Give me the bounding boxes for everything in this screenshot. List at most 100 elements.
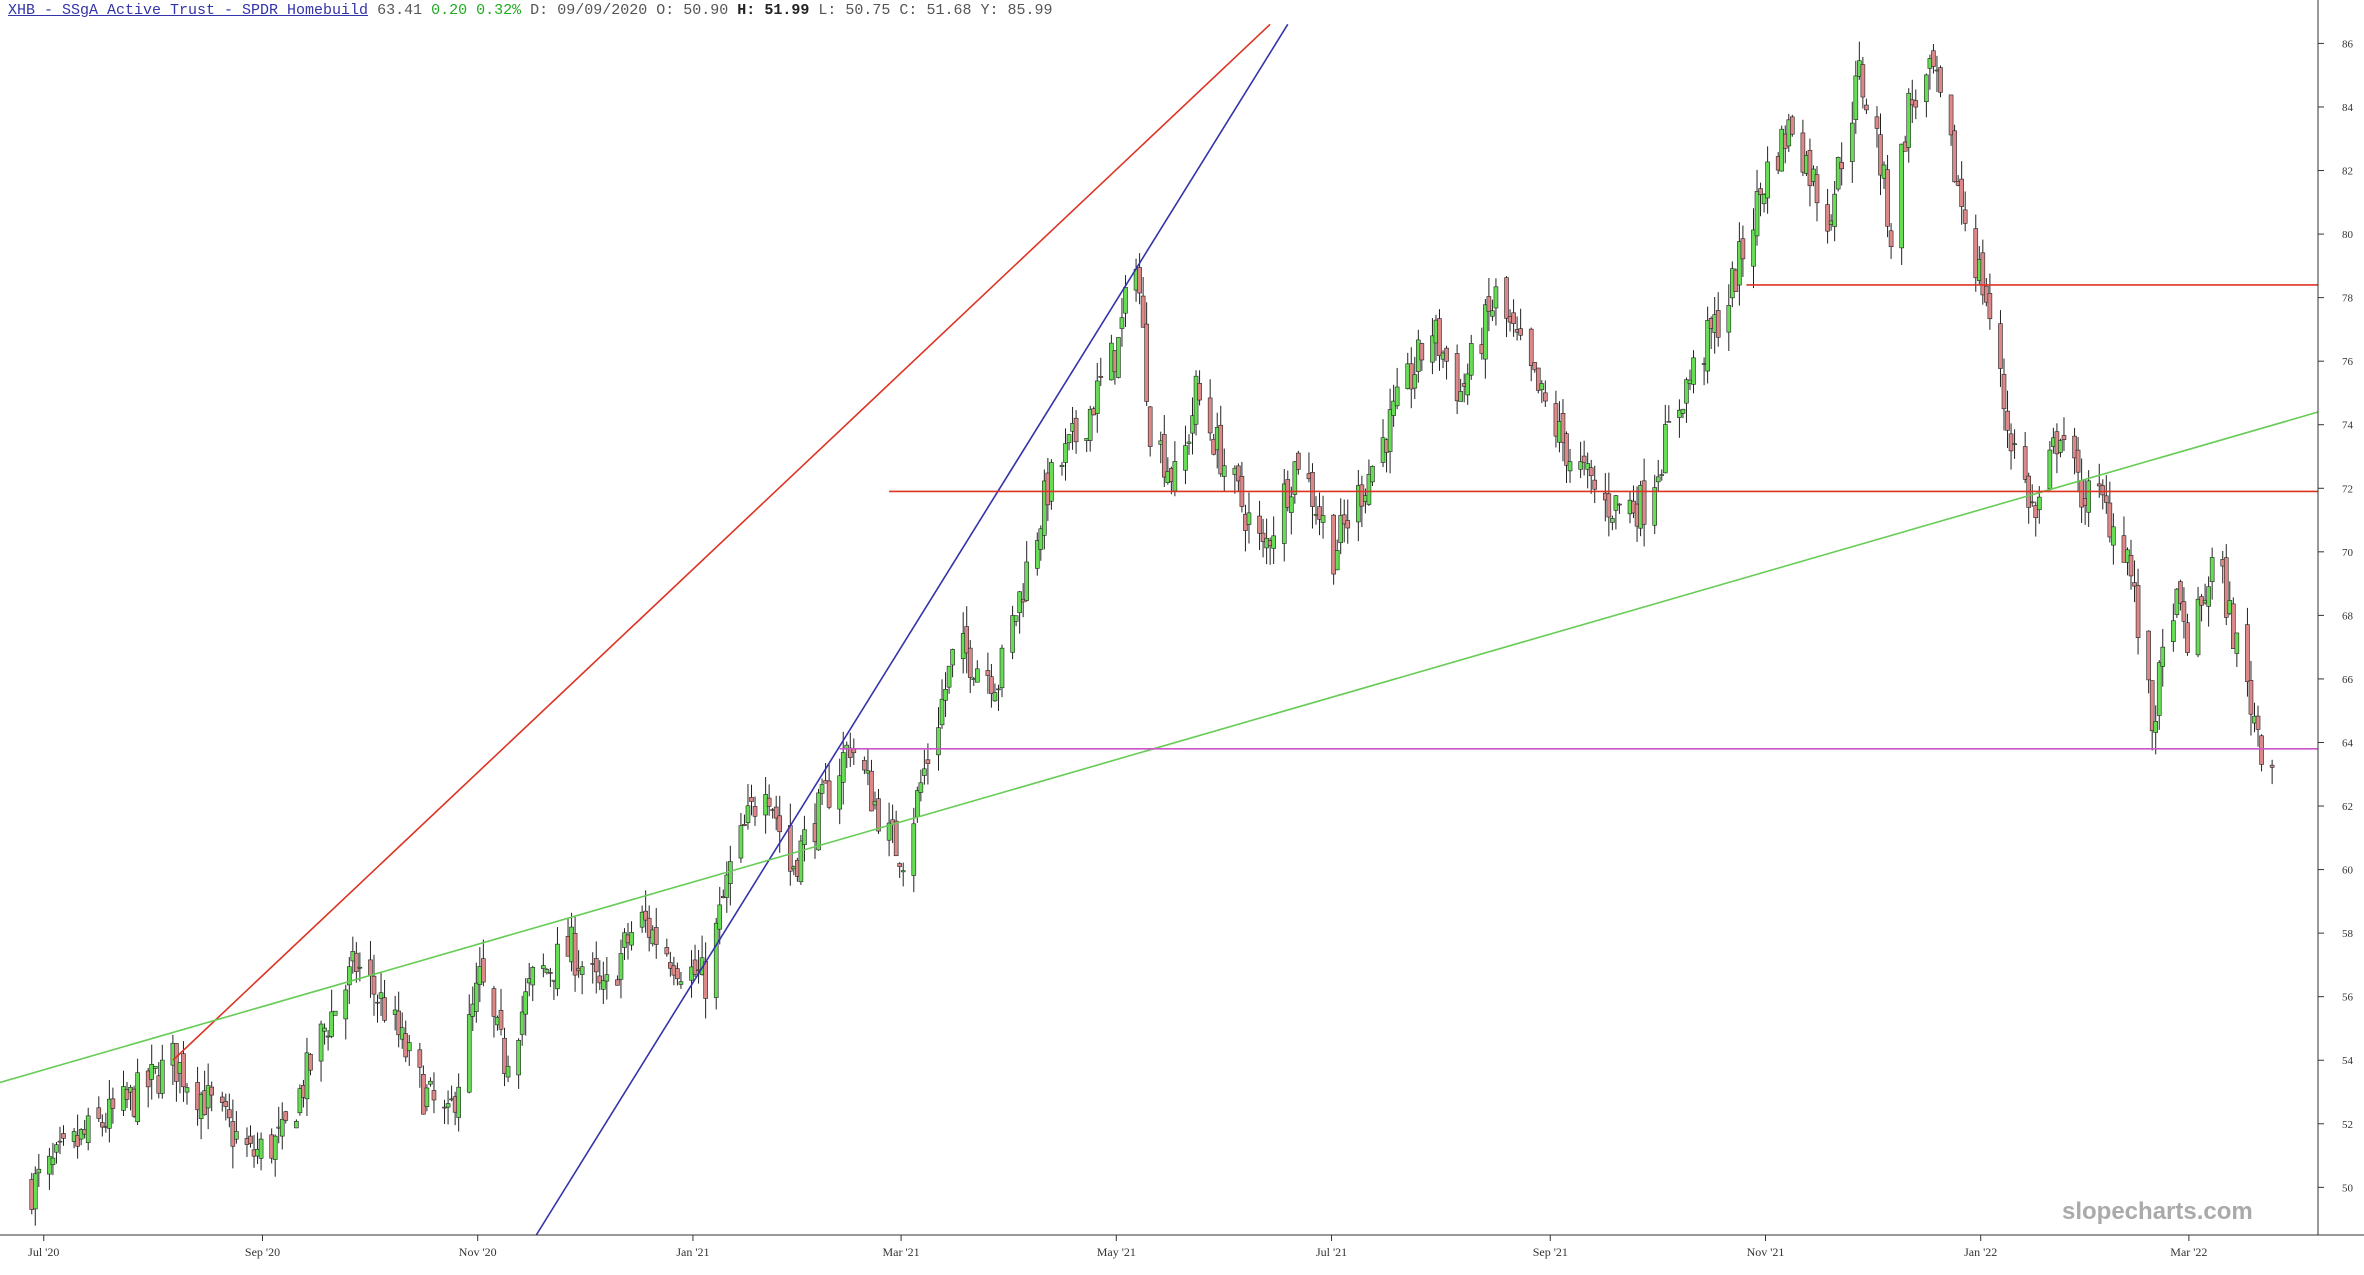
candle-down — [1341, 514, 1347, 525]
candle-up — [1684, 379, 1689, 404]
candle-up — [950, 649, 955, 666]
candle-up — [2195, 598, 2201, 656]
candle-down — [1962, 209, 1968, 224]
date-label: D: — [530, 2, 549, 19]
candle-down — [1952, 130, 1957, 183]
candle-down — [1207, 397, 1213, 434]
candle-down — [2248, 680, 2254, 715]
candle-down — [1839, 162, 1844, 170]
candle-down — [749, 797, 754, 802]
candle-up — [152, 1065, 158, 1069]
candle-up — [974, 668, 980, 683]
candle-up — [1034, 540, 1040, 569]
candle-up — [1761, 194, 1767, 205]
candle-down — [382, 997, 387, 1021]
candle-down — [1236, 465, 1241, 482]
candle-down — [2185, 622, 2190, 653]
candle-down — [2259, 735, 2264, 765]
candle-up — [357, 966, 363, 969]
candle-up — [943, 689, 948, 701]
candle-up — [54, 1144, 59, 1153]
candle-down — [1617, 503, 1622, 506]
candle-down — [1790, 116, 1795, 135]
candle-down — [1581, 455, 1587, 463]
candle-down — [692, 959, 698, 975]
y-tick-label: 60 — [2342, 865, 2354, 877]
symbol-title-link[interactable]: XHB - SSgA Active Trust - SPDR Homebuild — [8, 2, 369, 19]
candle-down — [223, 1101, 229, 1107]
candle-up — [329, 1011, 334, 1037]
candle-down — [2121, 535, 2127, 563]
candle-up — [992, 692, 998, 702]
candle-up — [601, 980, 606, 990]
candle-up — [837, 775, 843, 810]
candle-up — [47, 1155, 52, 1175]
candle-up — [840, 752, 846, 783]
candle-up — [798, 840, 804, 883]
candle-down — [1511, 312, 1516, 324]
candle-up — [1493, 286, 1499, 309]
x-tick-label: Jan '21 — [676, 1245, 709, 1259]
candle-down — [2075, 449, 2081, 473]
x-tick-label: Jul '20 — [28, 1245, 59, 1259]
candle-up — [279, 1118, 285, 1137]
candle-down — [1553, 403, 1559, 437]
y-tick-label: 84 — [2342, 102, 2354, 114]
candle-down — [1987, 293, 1993, 320]
candle-up — [1853, 75, 1859, 120]
candle-up — [1183, 445, 1188, 471]
candle-down — [2061, 435, 2067, 440]
candle-up — [2209, 557, 2215, 583]
candle-up — [523, 991, 528, 1015]
chart-header: XHB - SSgA Active Trust - SPDR Homebuild… — [8, 2, 1053, 19]
candle-down — [653, 927, 659, 945]
candle-up — [184, 1087, 190, 1093]
y-tick-label: 86 — [2342, 38, 2354, 50]
candle-up — [1123, 287, 1128, 314]
y-tick-label: 80 — [2342, 229, 2354, 241]
candle-down — [597, 975, 603, 984]
candle-up — [541, 965, 546, 969]
close-label: C: — [899, 2, 918, 19]
candle-up — [544, 969, 550, 974]
candle-down — [1137, 267, 1142, 294]
candle-up — [1370, 466, 1375, 483]
candle-down — [869, 770, 874, 812]
candle-up — [1412, 374, 1418, 389]
candle-down — [2072, 435, 2077, 459]
candle-up — [844, 744, 850, 749]
candle-down — [124, 1089, 130, 1100]
candle-up — [1652, 487, 1658, 526]
candle-up — [1038, 528, 1044, 550]
candle-up — [1737, 241, 1742, 286]
trendlines-layer — [0, 23, 2319, 1236]
candle-up — [1483, 304, 1488, 360]
candle-down — [248, 1135, 253, 1144]
candle-up — [258, 1138, 264, 1159]
candle-up — [996, 688, 1001, 691]
candle-up — [1680, 408, 1686, 414]
candle-up — [1119, 317, 1125, 329]
candle-down — [1144, 323, 1149, 402]
candle-up — [1063, 443, 1068, 463]
candle-down — [57, 1140, 63, 1143]
candle-down — [1959, 178, 1964, 207]
year-label: Y: — [980, 2, 999, 19]
price-change: 0.20 — [431, 2, 468, 19]
candle-up — [1172, 461, 1178, 492]
candle-down — [1860, 64, 1866, 98]
candle-up — [1010, 615, 1015, 653]
candle-up — [918, 782, 924, 793]
candle-down — [773, 806, 779, 819]
candle-down — [1938, 67, 1943, 93]
candle-down — [61, 1133, 66, 1139]
candle-down — [1518, 328, 1523, 336]
candle-up — [1765, 161, 1770, 199]
candle-up — [1832, 193, 1837, 227]
candle-up — [1087, 408, 1093, 441]
candle-down — [664, 947, 670, 955]
candle-down — [1528, 328, 1534, 366]
y-tick-label: 54 — [2342, 1055, 2354, 1067]
y-tick-label: 52 — [2342, 1119, 2353, 1131]
